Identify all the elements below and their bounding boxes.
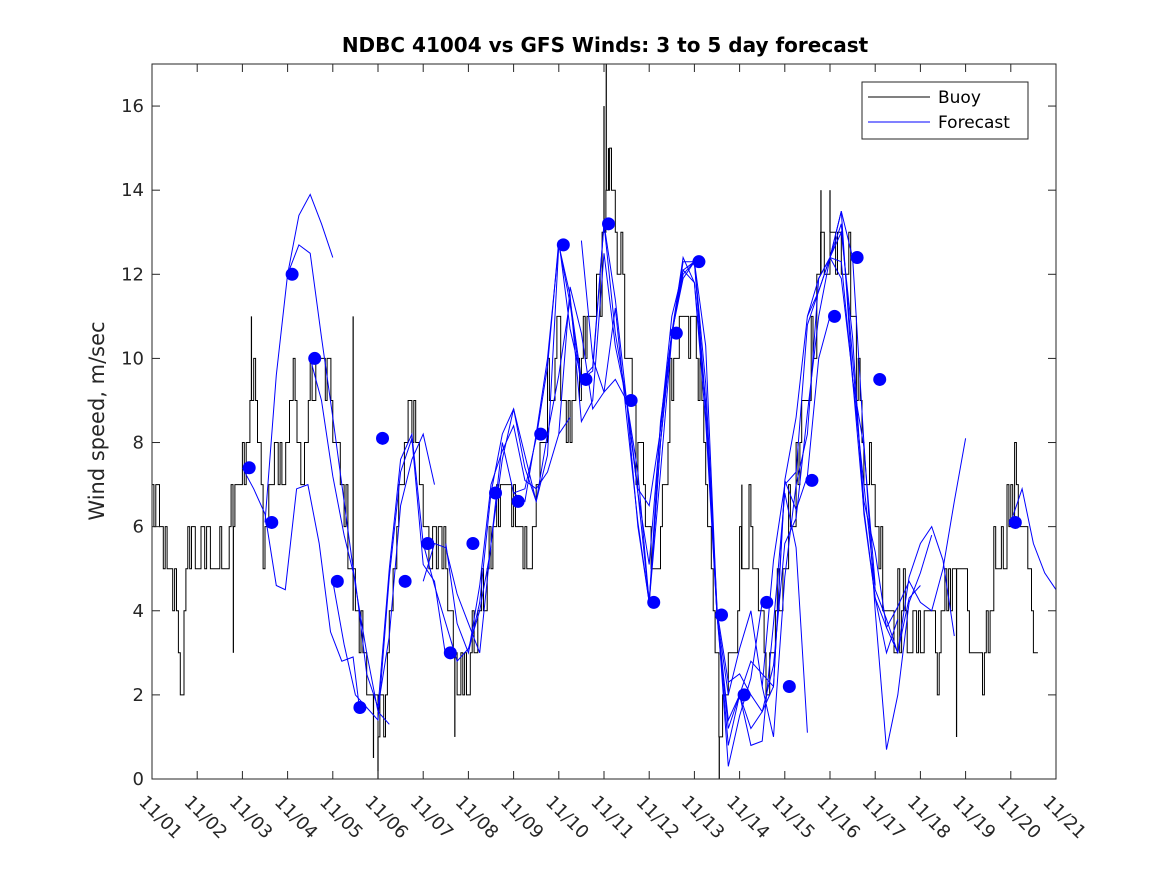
legend-forecast-label: Forecast [938, 113, 1010, 133]
buoy-series-line [152, 147, 1038, 738]
forecast-run-7 [445, 417, 571, 655]
forecast-marker-19 [669, 326, 683, 340]
forecast-marker-25 [805, 473, 819, 487]
y-tick-label: 6 [133, 517, 144, 538]
forecast-marker-1 [265, 515, 279, 529]
forecast-marker-28 [873, 372, 887, 386]
forecast-marker-27 [850, 250, 864, 264]
forecast-marker-13 [534, 427, 548, 441]
forecast-marker-18 [647, 595, 661, 609]
forecast-marker-20 [692, 255, 706, 269]
series-layer [152, 64, 1057, 779]
y-tick-label: 8 [133, 433, 144, 454]
y-tick-label: 0 [133, 769, 144, 790]
forecast-marker-26 [828, 309, 842, 323]
forecast-marker-3 [308, 351, 322, 365]
forecast-run-6 [422, 408, 537, 653]
legend: Buoy Forecast [861, 81, 1029, 140]
forecast-marker-15 [579, 372, 593, 386]
forecast-marker-10 [466, 536, 480, 550]
y-tick-label: 4 [133, 601, 144, 622]
y-tick-label: 2 [133, 685, 144, 706]
forecast-marker-21 [715, 608, 729, 622]
forecast-marker-6 [376, 431, 390, 445]
forecast-marker-22 [737, 688, 751, 702]
forecast-run-23 [806, 211, 933, 750]
forecast-marker-7 [398, 574, 412, 588]
y-axis-label: Wind speed, m/sec [85, 321, 109, 520]
forecast-marker-14 [556, 238, 570, 252]
y-tick-label: 14 [121, 180, 144, 201]
forecast-marker-24 [782, 679, 796, 693]
chart-title: NDBC 41004 vs GFS Winds: 3 to 5 day fore… [342, 33, 869, 57]
forecast-run-25 [852, 379, 967, 629]
forecast-marker-16 [602, 217, 616, 231]
forecast-marker-2 [285, 267, 299, 281]
y-tick-label: 16 [121, 96, 144, 117]
forecast-marker-5 [353, 701, 367, 714]
y-tick-label: 10 [121, 348, 144, 369]
forecast-run-8 [467, 244, 582, 653]
forecast-run-2 [287, 244, 390, 725]
forecast-marker-29 [1008, 515, 1022, 529]
legend-box [861, 81, 1029, 140]
forecast-run-26 [1010, 486, 1057, 590]
forecast-marker-9 [443, 646, 457, 660]
forecast-marker-4 [330, 574, 344, 588]
forecast-run-24 [829, 211, 955, 653]
forecast-marker-11 [489, 486, 503, 500]
forecast-run-0 [241, 467, 361, 712]
plot-area: 024681012141611/0111/0211/0311/0411/0511… [121, 63, 1090, 843]
forecast-marker-17 [624, 393, 638, 407]
y-tick-label: 12 [121, 264, 144, 285]
forecast-marker-8 [421, 536, 435, 550]
forecast-marker-12 [511, 494, 525, 508]
forecast-marker-0 [242, 461, 256, 475]
forecast-run-1 [264, 193, 334, 523]
legend-buoy-label: Buoy [938, 88, 981, 108]
forecast-marker-23 [760, 595, 774, 609]
